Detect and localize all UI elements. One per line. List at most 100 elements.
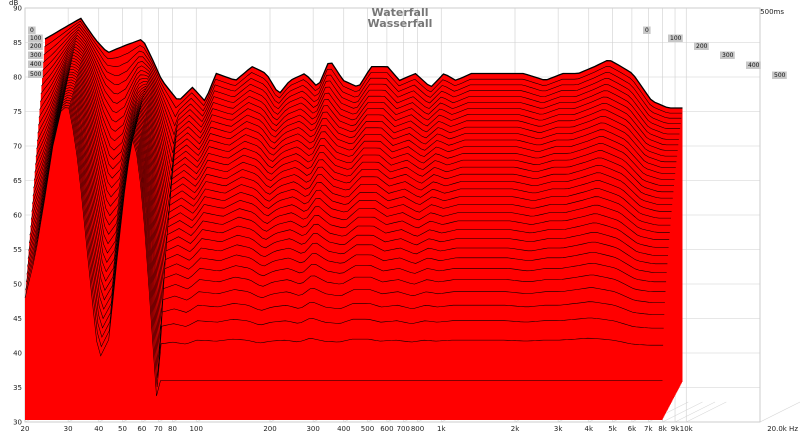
x-tick-label: 70 — [154, 425, 163, 433]
time-tick-label-right: 100 — [670, 35, 682, 42]
y-tick-label: 45 — [13, 315, 22, 323]
time-tick-label-left: 300 — [30, 52, 42, 59]
y-tick-label: 60 — [13, 212, 22, 220]
y-tick-label: 75 — [13, 108, 22, 116]
x-tick-label: 400 — [337, 425, 350, 433]
waterfall-slice-line — [35, 60, 674, 234]
x-tick-label: 5k — [608, 425, 617, 433]
time-tick-label-right: 200 — [696, 43, 708, 50]
x-tick-label: 20 — [21, 425, 30, 433]
waterfall-slice-line — [39, 40, 678, 171]
x-tick-label: 3k — [554, 425, 563, 433]
y-tick-label: 65 — [13, 177, 22, 185]
x-tick-label: 50 — [118, 425, 127, 433]
time-tick-label-right: 300 — [722, 52, 734, 59]
x-tick-label: 1k — [437, 425, 446, 433]
y-tick-label: 50 — [13, 281, 22, 289]
time-tick-background — [28, 60, 43, 68]
waterfall-slice-fill — [25, 105, 664, 419]
x-tick-label: 100 — [190, 425, 203, 433]
chart-subtitle: Wasserfall — [368, 17, 433, 30]
chart-title: Waterfall — [371, 6, 428, 19]
y-tick-label: 90 — [13, 5, 22, 13]
waterfall-slice-line — [37, 51, 676, 207]
x-tick-label: 9k — [671, 425, 680, 433]
y-tick-label: 80 — [13, 74, 22, 82]
floor-grid-line — [674, 401, 716, 423]
x-tick-label: 800 — [411, 425, 424, 433]
y-tick-label: 30 — [13, 419, 22, 427]
x-axis: 20 30 40 50 60 70 80 100 200 300 400 500 600 700 800 1k… — [21, 425, 799, 433]
time-tick-background — [28, 70, 43, 78]
waterfall-slice-line — [39, 43, 678, 180]
x-tick-label: 700 — [397, 425, 410, 433]
time-tick-label-right: 500 — [774, 72, 786, 79]
waterfall-slice-line — [38, 49, 676, 198]
x-tick-label: 7k — [644, 425, 653, 433]
y-tick-label: 40 — [13, 350, 22, 358]
time-tick-background — [28, 34, 43, 42]
time-tick-background — [643, 26, 651, 34]
time-tick-label-right: 0 — [645, 27, 649, 34]
x-tick-label: 60 — [137, 425, 146, 433]
waterfall-slice-line — [43, 26, 681, 127]
window-length-label: 500ms — [760, 8, 784, 16]
y-tick-label: 35 — [13, 384, 22, 392]
time-tick-label-left: 400 — [30, 61, 42, 68]
y-axis: 30 35 40 45 50 55 60 65 70 75 80 85 90 — [13, 5, 22, 427]
x-tick-label: 2k — [511, 425, 520, 433]
x-tick-label: 30 — [64, 425, 73, 433]
waterfall-slice-line — [38, 46, 677, 189]
floor-grid-line — [686, 401, 727, 423]
waterfall-slice-fill — [25, 107, 663, 420]
x-tick-label: 8k — [658, 425, 667, 433]
y-unit-label: dB — [9, 0, 18, 7]
waterfall-slice-line — [41, 32, 680, 145]
time-tick-background — [28, 26, 36, 34]
waterfall-slice-fill — [26, 102, 664, 418]
x-tick-label: 4k — [584, 425, 593, 433]
waterfall-slice-line — [40, 37, 679, 162]
y-tick-label: 70 — [13, 143, 22, 151]
y-tick-label: 55 — [13, 246, 22, 254]
x-tick-label: 300 — [306, 425, 319, 433]
x-tick-label: 500 — [361, 425, 374, 433]
time-tick-background — [28, 42, 43, 50]
waterfall-slice-line — [35, 63, 673, 243]
waterfall-slice-line — [33, 71, 671, 270]
waterfall-slice-line — [43, 23, 682, 119]
waterfall-slice-line — [36, 54, 675, 216]
x-tick-label: 20.0k Hz — [767, 425, 798, 433]
waterfall-slice-line — [24, 107, 663, 397]
floor-grid-line — [759, 401, 800, 423]
time-tick-label-left: 0 — [30, 27, 34, 34]
time-tick-label-left: 200 — [30, 43, 42, 50]
waterfall-slice-line — [33, 68, 672, 261]
time-tick-background — [694, 42, 709, 50]
time-tick-background — [668, 34, 683, 42]
waterfall-slice-line — [42, 29, 681, 136]
waterfall-slices — [24, 17, 683, 420]
x-tick-label: 80 — [168, 425, 177, 433]
waterfall-slice-line — [41, 34, 679, 153]
time-tick-background — [772, 71, 787, 79]
time-tick-label-right: 400 — [748, 62, 760, 69]
waterfall-slice-line — [36, 57, 674, 225]
x-tick-label: 6k — [628, 425, 637, 433]
time-tick-background — [746, 61, 761, 69]
x-tick-label: 200 — [263, 425, 276, 433]
x-tick-label: 40 — [94, 425, 103, 433]
waterfall-slice-line — [32, 74, 671, 280]
x-tick-label: 600 — [380, 425, 393, 433]
waterfall-slice-line — [34, 65, 673, 252]
time-tick-background — [720, 51, 735, 59]
time-tick-label-left: 100 — [30, 35, 42, 42]
time-tick-label-left: 500 — [30, 71, 42, 78]
time-tick-background — [28, 51, 43, 59]
x-tick-label: 10k — [680, 425, 694, 433]
floor-grid-line — [662, 401, 703, 423]
waterfall-slice-line — [44, 17, 683, 109]
waterfall-slice-line — [44, 20, 682, 114]
